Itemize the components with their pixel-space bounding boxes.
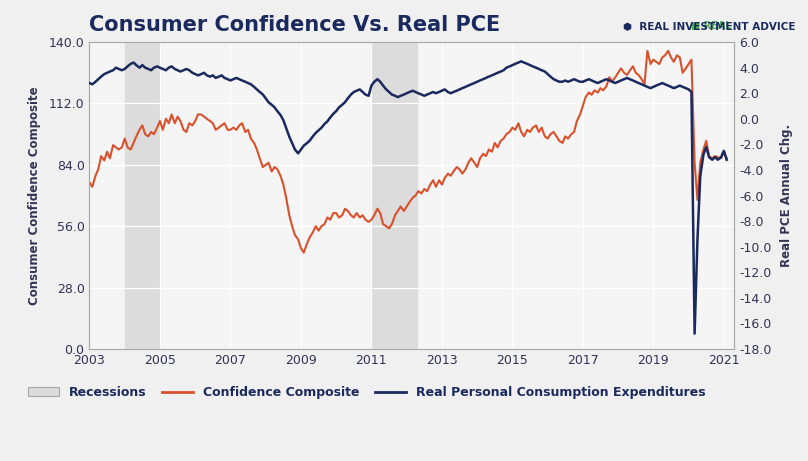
Text: ■ REAL: ■ REAL <box>691 21 734 30</box>
Bar <box>372 42 417 349</box>
Y-axis label: Real PCE Annual Chg.: Real PCE Annual Chg. <box>780 124 793 267</box>
Text: Consumer Confidence Vs. Real PCE: Consumer Confidence Vs. Real PCE <box>90 15 501 35</box>
Legend: Recessions, Confidence Composite, Real Personal Consumption Expenditures: Recessions, Confidence Composite, Real P… <box>23 381 710 404</box>
Y-axis label: Consumer Confidence Composite: Consumer Confidence Composite <box>27 86 40 305</box>
Bar <box>124 42 160 349</box>
Text: ⬢  REAL INVESTMENT ADVICE: ⬢ REAL INVESTMENT ADVICE <box>624 21 796 31</box>
